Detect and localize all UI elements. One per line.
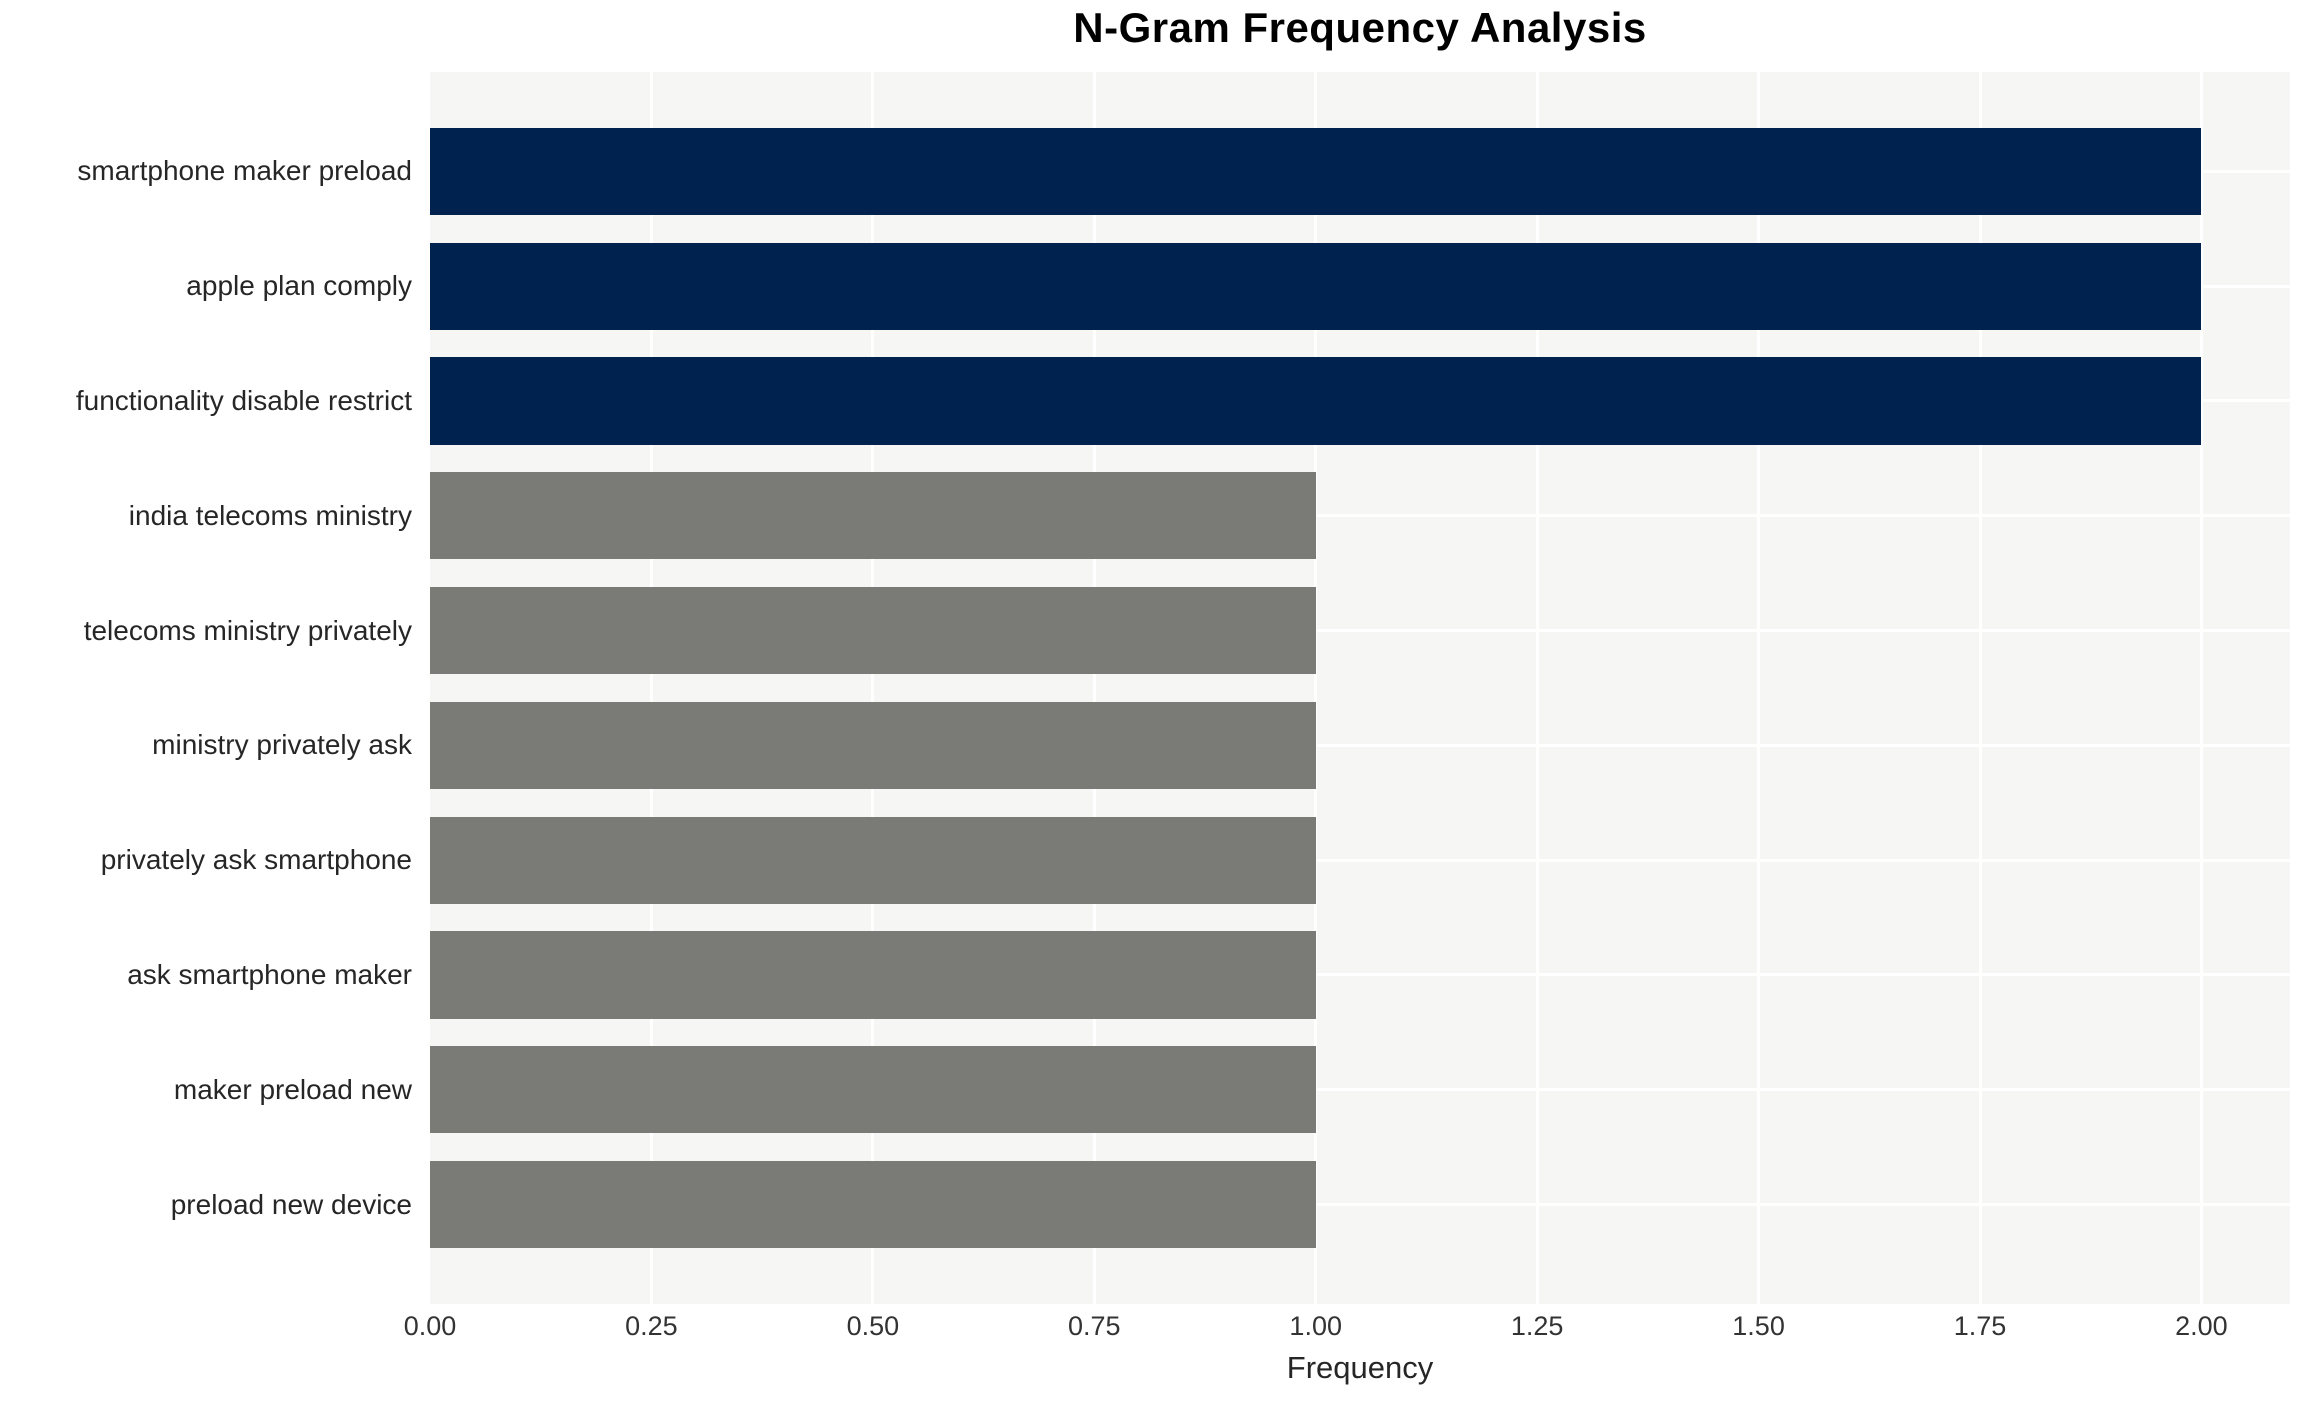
bar — [430, 127, 2202, 215]
gridline-vertical — [1314, 72, 1318, 1304]
chart-title: N-Gram Frequency Analysis — [1073, 4, 1647, 51]
y-axis-label: preload new device — [170, 1188, 412, 1220]
gridline-vertical — [649, 72, 653, 1304]
gridline-vertical — [871, 72, 875, 1304]
y-axis-label: apple plan comply — [186, 270, 412, 302]
y-axis-label: india telecoms ministry — [128, 499, 412, 531]
y-axis-label: maker preload new — [173, 1073, 412, 1105]
y-axis-label: ask smartphone maker — [127, 958, 412, 990]
x-axis-tick: 1.75 — [1953, 1311, 2007, 1341]
x-axis-tick: 1.25 — [1510, 1311, 1564, 1341]
bar-row — [430, 1147, 2290, 1262]
gridline-horizontal — [430, 858, 2290, 862]
bar-row — [430, 229, 2290, 344]
gridline-vertical — [1535, 72, 1539, 1304]
y-axis-labels: smartphone maker preload apple plan compl… — [0, 114, 416, 1262]
gridline-horizontal — [430, 1203, 2290, 1207]
bar — [430, 586, 1316, 675]
bar-row — [430, 803, 2290, 918]
bar-row — [430, 344, 2290, 459]
gridline-horizontal — [430, 1088, 2290, 1092]
bar — [430, 1160, 1316, 1249]
x-axis-tick: 0.25 — [625, 1311, 678, 1341]
x-axis-tick: 1.00 — [1289, 1311, 1342, 1341]
bar — [430, 1046, 1316, 1134]
bar — [430, 357, 2202, 445]
x-axis-tick: 0.75 — [1068, 1311, 1121, 1341]
gridline-vertical — [1092, 72, 1096, 1304]
gridline-vertical — [1757, 72, 1761, 1304]
x-axis-tick: 0.00 — [403, 1311, 457, 1341]
bar — [430, 701, 1316, 789]
gridline-vertical — [1978, 72, 1982, 1304]
bar — [430, 242, 2202, 330]
bar-rows — [430, 114, 2290, 1262]
gridline-horizontal — [430, 973, 2290, 977]
gridline-horizontal — [430, 743, 2290, 747]
y-axis-label: ministry privately ask — [152, 729, 412, 761]
bar-row — [430, 918, 2290, 1033]
gridline-vertical — [2199, 72, 2203, 1304]
gridline-horizontal — [430, 514, 2290, 518]
bar — [430, 816, 1316, 904]
x-axis-ticks: 0.00 0.25 0.50 0.75 1.00 1.25 1.50 1.75 2.00 — [404, 1311, 2290, 1347]
bar-row — [430, 573, 2290, 688]
y-axis-label: privately ask smartphone — [100, 844, 412, 876]
bar — [430, 931, 1316, 1019]
gridline-horizontal — [430, 629, 2290, 633]
y-axis-label: telecoms ministry privately — [83, 614, 412, 646]
x-axis-tick: 0.50 — [846, 1311, 900, 1341]
x-axis-label: Frequency — [1286, 1350, 1434, 1385]
bar-row — [430, 114, 2290, 229]
y-axis-label: smartphone maker preload — [77, 155, 412, 187]
bar-row — [430, 1032, 2290, 1147]
x-axis-tick: 2.00 — [2175, 1311, 2228, 1341]
bar-row — [430, 688, 2290, 803]
bar-row — [430, 458, 2290, 573]
x-axis-tick: 1.50 — [1732, 1311, 1785, 1341]
y-axis-label: functionality disable restrict — [75, 384, 412, 416]
bar — [430, 472, 1316, 560]
plot-area — [430, 72, 2290, 1304]
